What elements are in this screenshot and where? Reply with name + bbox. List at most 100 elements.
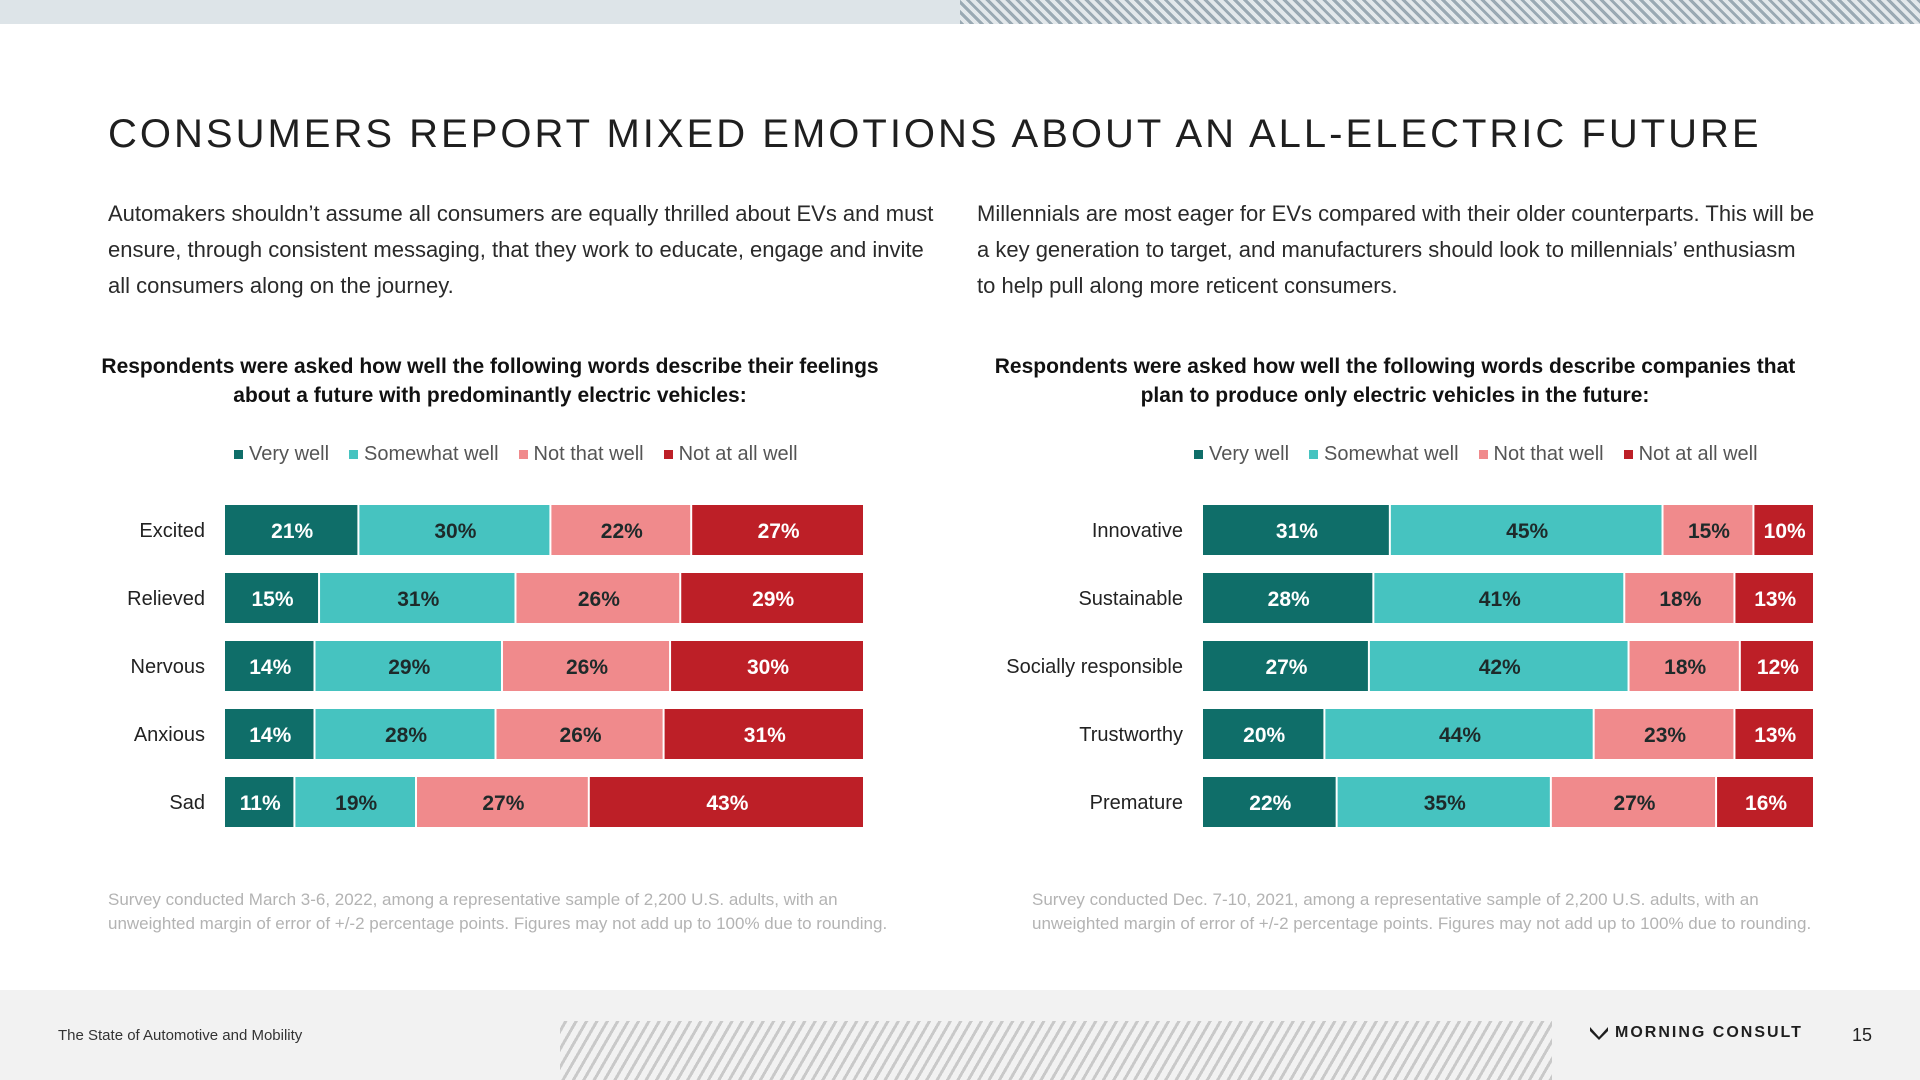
data-label: 35%: [1424, 792, 1466, 815]
intro-text-right: Millennials are most eager for EVs compa…: [977, 201, 1815, 298]
legend-item-not-at-all-well: Not at all well: [663, 443, 798, 466]
stacked-bar-chart-feelings: Excited 21% 30% 22% 27% Relieved 15% 31% 26% 29% N…: [127, 505, 863, 827]
bar-segment: [225, 505, 358, 555]
category-label: Anxious: [134, 724, 205, 746]
bar-segment: [664, 709, 863, 759]
bar-segment: [295, 777, 415, 827]
bar-segment: [225, 709, 314, 759]
bar-segment: [315, 641, 501, 691]
data-label: 10%: [1764, 520, 1806, 543]
bar-segment: [1203, 573, 1373, 623]
bar-segment: [1337, 777, 1550, 827]
data-label: 29%: [388, 656, 430, 679]
data-label: 44%: [1439, 724, 1481, 747]
footer-pattern: [560, 1021, 1552, 1080]
bar-segment: [1594, 709, 1734, 759]
bar-segment: [1390, 505, 1662, 555]
data-label: 18%: [1664, 656, 1706, 679]
data-label: 16%: [1745, 792, 1787, 815]
data-label: 21%: [271, 520, 313, 543]
data-label: 22%: [1249, 792, 1291, 815]
legend-label: Somewhat well: [1324, 443, 1459, 465]
legend-label: Not at all well: [1638, 443, 1758, 465]
footnote-companies: Survey conducted Dec. 7-10, 2021, among …: [1032, 890, 1812, 933]
legend-item-not-that-well: Not that well: [1478, 443, 1604, 466]
data-label: 27%: [482, 792, 524, 815]
logo-mark-icon: [1590, 1027, 1608, 1040]
legend-companies: Very well Somewhat well Not that well No…: [1194, 443, 1758, 466]
bar-segment: [671, 641, 863, 691]
page-number: 15: [1852, 1025, 1873, 1045]
data-label: 31%: [1276, 520, 1318, 543]
intro-text-left: Automakers shouldn’t assume all consumer…: [108, 201, 934, 298]
data-label: 18%: [1659, 588, 1701, 611]
data-label: 30%: [434, 520, 476, 543]
bar-segment: [1325, 709, 1593, 759]
legend-swatch-very-well: [234, 450, 243, 459]
legend-swatch-somewhat-well: [1309, 450, 1319, 459]
bar-segment: [1735, 573, 1813, 623]
data-label: 15%: [252, 588, 294, 611]
category-label: Trustworthy: [1079, 724, 1183, 746]
legend-swatch-not-that-well: [518, 450, 528, 459]
legend-label: Very well: [249, 443, 330, 465]
morning-consult-logo: MORNING CONSULT: [1589, 1024, 1803, 1042]
footnote-feelings: Survey conducted March 3-6, 2022, among …: [108, 890, 888, 933]
legend-item-somewhat-well: Somewhat well: [349, 443, 499, 466]
legend-feelings: Very well Somewhat well Not that well No…: [234, 443, 798, 466]
data-label: 26%: [560, 724, 602, 747]
page-title: CONSUMERS REPORT MIXED EMOTIONS ABOUT AN…: [108, 112, 1762, 156]
category-label: Excited: [139, 520, 205, 542]
data-label: 31%: [744, 724, 786, 747]
legend-swatch-somewhat-well: [349, 450, 359, 459]
data-label: 12%: [1757, 656, 1799, 679]
bar-segment: [1735, 709, 1813, 759]
bar-segment: [417, 777, 588, 827]
legend-swatch-not-at-all-well: [663, 450, 673, 459]
data-label: 19%: [335, 792, 377, 815]
data-label: 41%: [1479, 588, 1521, 611]
category-label: Sad: [169, 792, 205, 814]
bar-segment: [692, 505, 863, 555]
bar-segment: [551, 505, 691, 555]
data-label: 27%: [758, 520, 800, 543]
category-label: Nervous: [131, 656, 205, 678]
data-label: 45%: [1506, 520, 1548, 543]
legend-swatch-not-at-all-well: [1623, 450, 1633, 459]
bar-segment: [1203, 641, 1368, 691]
legend-label: Not that well: [1493, 443, 1604, 465]
data-label: 13%: [1754, 724, 1796, 747]
legend-label: Not that well: [533, 443, 644, 465]
logo-text: MORNING CONSULT: [1615, 1024, 1803, 1041]
chart-title-companies: Respondents were asked how well the foll…: [994, 355, 1796, 407]
legend-label: Very well: [1209, 443, 1290, 465]
bar-segment: [1203, 777, 1336, 827]
bar-segment: [1625, 573, 1734, 623]
data-label: 28%: [385, 724, 427, 747]
data-label: 22%: [601, 520, 643, 543]
category-label: Innovative: [1092, 520, 1183, 542]
bar-segment: [1740, 641, 1813, 691]
legend-item-not-that-well: Not that well: [518, 443, 644, 466]
legend-swatch-very-well: [1194, 450, 1203, 459]
bar-segment: [225, 641, 314, 691]
category-label: Sustainable: [1078, 588, 1183, 610]
bar-segment: [1374, 573, 1624, 623]
legend-swatch-not-that-well: [1478, 450, 1488, 459]
legend-item-very-well: Very well: [234, 443, 329, 466]
data-label: 27%: [1613, 792, 1655, 815]
bar-segment: [1717, 777, 1813, 827]
stacked-bar-chart-companies: Innovative 31% 45% 15% 10% Sustainable 28% 41% 1…: [1006, 505, 1813, 827]
bar-segment: [681, 573, 863, 623]
data-label: 43%: [706, 792, 748, 815]
bar-segment: [1663, 505, 1753, 555]
data-label: 13%: [1754, 588, 1796, 611]
legend-label: Not at all well: [678, 443, 798, 465]
data-label: 20%: [1243, 724, 1285, 747]
data-label: 42%: [1479, 656, 1521, 679]
data-label: 28%: [1268, 588, 1310, 611]
data-label: 26%: [566, 656, 608, 679]
bar-segment: [589, 777, 863, 827]
bar-segment: [496, 709, 663, 759]
data-label: 26%: [578, 588, 620, 611]
